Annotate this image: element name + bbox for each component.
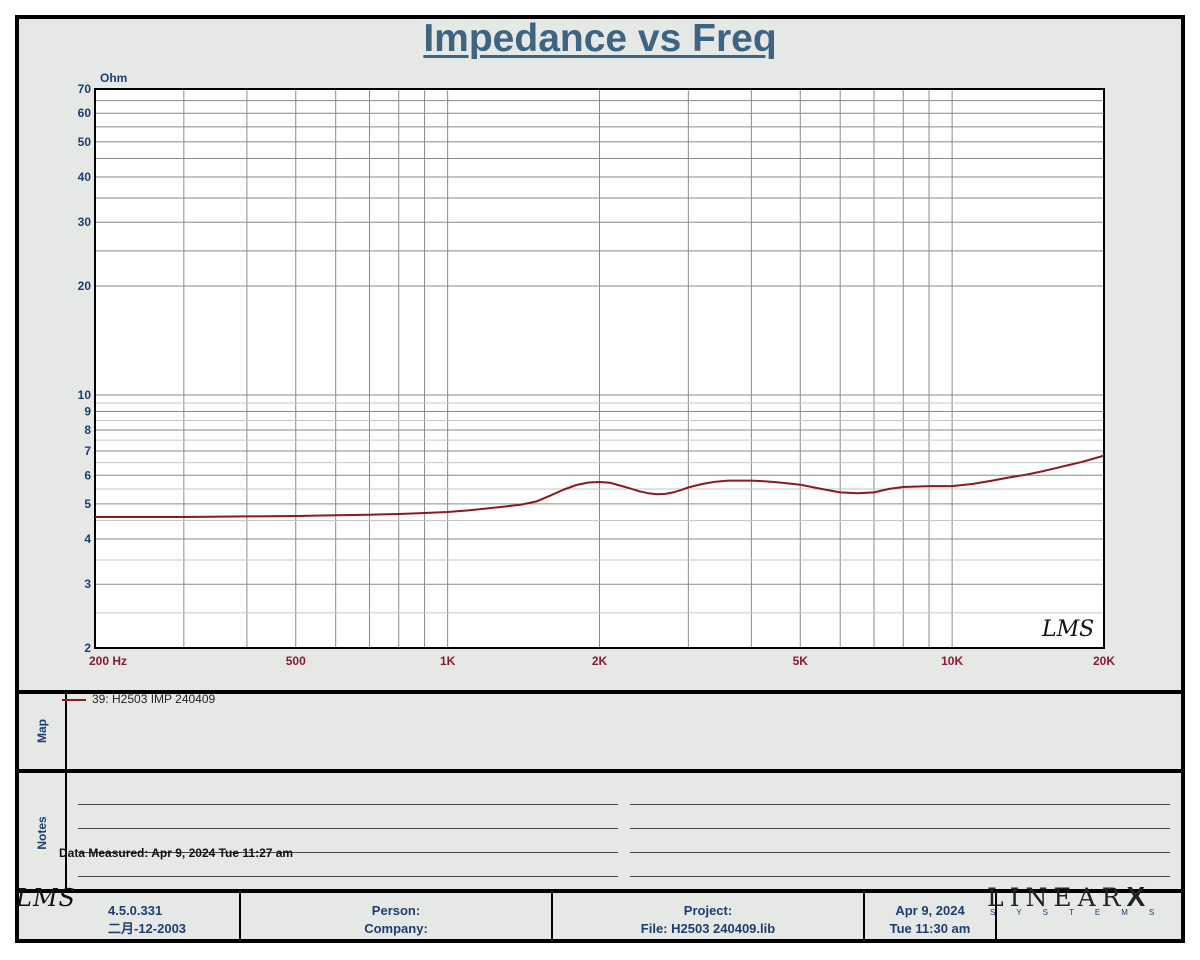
y-tick-label: 60 (78, 106, 92, 120)
version-text: 4.5.0.331 (108, 903, 163, 918)
y-tick-label: 30 (78, 215, 92, 229)
linearx-logo: LINEARX (987, 881, 1145, 913)
x-tick-label: 10K (941, 654, 963, 668)
note-line (630, 852, 1170, 853)
build-date-text: 二月-12-2003 (108, 921, 187, 936)
chart-title: Impedance vs Freq (423, 17, 777, 60)
x-tick-label: 200 Hz (89, 654, 127, 668)
note-line (78, 876, 618, 877)
plot-border (94, 88, 1105, 649)
x-tick-label: 2K (592, 654, 608, 668)
y-tick-labels: 70 60 50 40 30 20 10 9 8 7 6 5 4 3 2 (78, 82, 92, 655)
note-line (78, 804, 618, 805)
note-line (630, 804, 1170, 805)
lms-logo: LMS (16, 884, 76, 912)
y-tick-label: 3 (84, 577, 91, 591)
y-tick-label: 10 (78, 388, 92, 402)
footer-divider-1 (239, 893, 241, 939)
map-label: Map (35, 719, 49, 743)
person-label: Person: (371, 903, 421, 918)
y-axis-unit-label: Ohm (100, 71, 127, 85)
company-label: Company: (364, 921, 428, 936)
note-line (78, 828, 618, 829)
legend-entry: 39: H2503 IMP 240409 (92, 692, 216, 706)
data-measured-text: Data Measured: Apr 9, 2024 Tue 11:27 am (59, 846, 294, 860)
plot-lms-logo: LMS (1041, 617, 1094, 642)
y-tick-label: 9 (84, 405, 91, 419)
footer-date: Apr 9, 2024 (895, 903, 965, 918)
y-tick-label: 40 (78, 170, 92, 184)
y-tick-label: 2 (84, 641, 91, 655)
y-tick-label: 70 (78, 82, 92, 96)
file-name: File: H2503 240409.lib (640, 921, 776, 936)
footer-date-block: Apr 9, 2024 Tue 11:30 am (865, 902, 995, 938)
note-line (630, 876, 1170, 877)
footer-divider-2 (551, 893, 553, 939)
footer-time: Tue 11:30 am (889, 921, 971, 936)
footer-project-block: Project: File: H2503 240409.lib (553, 902, 863, 938)
notes-label: Notes (35, 816, 49, 850)
x-tick-label: 20K (1093, 654, 1115, 668)
notes-divider (65, 773, 67, 889)
linearx-logo-x: X (1126, 881, 1146, 912)
linearx-logo-text: LINEAR (987, 883, 1127, 912)
y-tick-label: 4 (84, 532, 91, 546)
footer-divider-4 (995, 893, 997, 939)
footer-version-block: 4.5.0.331 二月-12-2003 (108, 902, 186, 938)
map-divider (65, 694, 67, 769)
separator-footer (15, 889, 1185, 893)
y-tick-label: 5 (84, 497, 91, 511)
plot-grid (94, 88, 1105, 649)
footer-person-block: Person: Company: (241, 902, 551, 938)
project-label: Project: (683, 903, 733, 918)
legend-swatch (62, 699, 86, 701)
note-line (78, 852, 618, 853)
y-tick-label: 50 (78, 135, 92, 149)
x-tick-label: 1K (440, 654, 456, 668)
y-tick-label: 8 (84, 423, 91, 437)
linearx-systems-text: SYSTEMS (990, 908, 1176, 917)
x-tick-label: 5K (793, 654, 809, 668)
series-line (95, 454, 1105, 518)
footer-divider-3 (863, 893, 865, 939)
separator-notes (15, 769, 1185, 773)
series-lines (95, 454, 1105, 518)
separator-map (15, 690, 1185, 694)
y-tick-label: 20 (78, 279, 92, 293)
note-line (630, 828, 1170, 829)
x-tick-labels: 200 Hz 500 1K 2K 5K 10K 20K (89, 654, 1115, 668)
y-tick-label: 6 (84, 468, 91, 482)
x-tick-label: 500 (286, 654, 306, 668)
y-tick-label: 7 (84, 444, 91, 458)
